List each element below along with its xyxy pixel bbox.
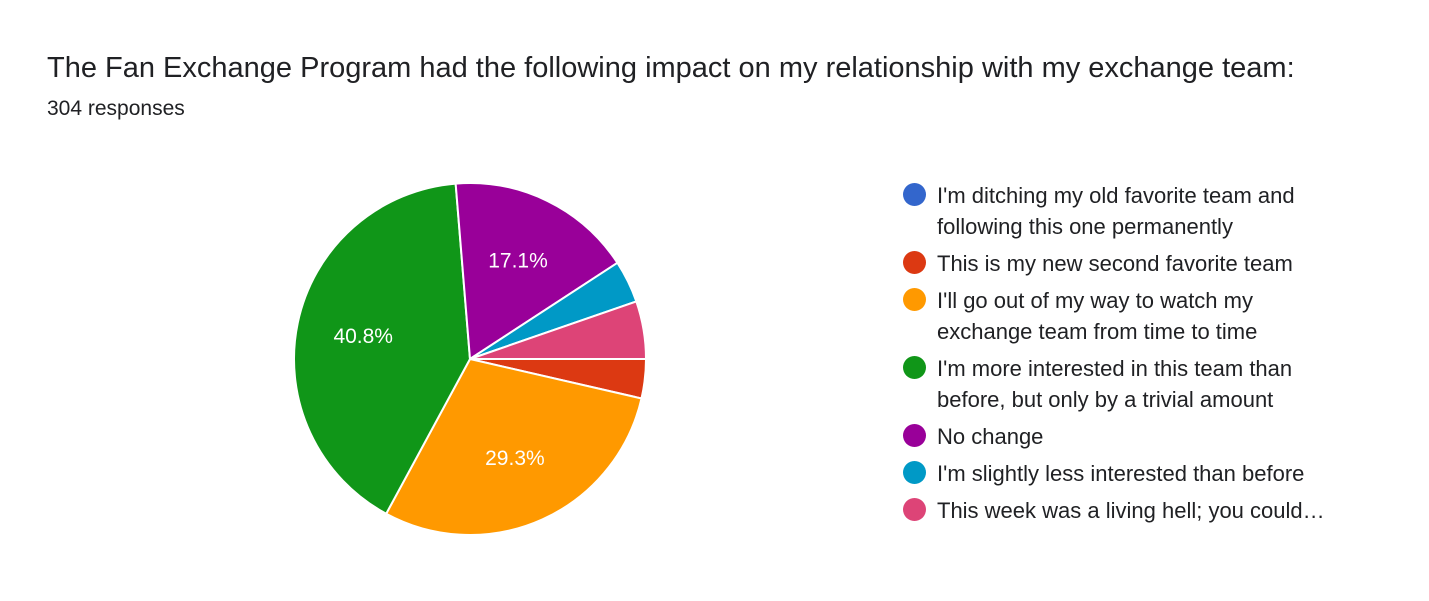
legend-item-watch-sometimes[interactable]: I'll go out of my way to watch my exchan… [903,285,1373,347]
data-label-more-interested: 40.8% [333,325,393,348]
legend-swatch [903,424,926,447]
legend-label: This week was a living hell; you could… [937,498,1325,523]
legend-label: This is my new second favorite team [937,251,1293,276]
chart-title: The Fan Exchange Program had the followi… [47,52,1295,84]
legend-swatch [903,356,926,379]
legend-label: I'm ditching my old favorite team and fo… [937,183,1295,239]
pie-slice-no-change[interactable] [454,182,619,360]
legend-item-living-hell[interactable]: This week was a living hell; you could… [903,495,1373,526]
legend-swatch [903,183,926,206]
legend-label: I'm slightly less interested than before [937,461,1305,486]
legend-swatch [903,288,926,311]
pie-slice-watch-sometimes[interactable] [385,358,643,536]
legend-swatch [903,251,926,274]
legend-item-ditching[interactable]: I'm ditching my old favorite team and fo… [903,180,1373,242]
legend-item-second-favorite[interactable]: This is my new second favorite team [903,248,1373,279]
data-label-watch-sometimes: 29.3% [485,447,545,470]
legend-swatch [903,498,926,521]
pie-slice-living-hell[interactable] [469,300,647,360]
legend-label: No change [937,424,1044,449]
legend-swatch [903,461,926,484]
chart-legend: I'm ditching my old favorite team and fo… [903,180,1373,532]
legend-label: I'm more interested in this team than be… [937,356,1293,412]
legend-item-no-change[interactable]: No change [903,421,1373,452]
data-label-no-change: 17.1% [488,250,548,273]
pie-slice-more-interested[interactable] [293,182,471,515]
pie-chart: 29.3% 40.8% 17.1% [293,182,647,536]
response-count: 304 responses [47,97,185,120]
legend-item-less-interested[interactable]: I'm slightly less interested than before [903,458,1373,489]
legend-item-more-interested[interactable]: I'm more interested in this team than be… [903,353,1373,415]
legend-label: I'll go out of my way to watch my exchan… [937,288,1258,344]
